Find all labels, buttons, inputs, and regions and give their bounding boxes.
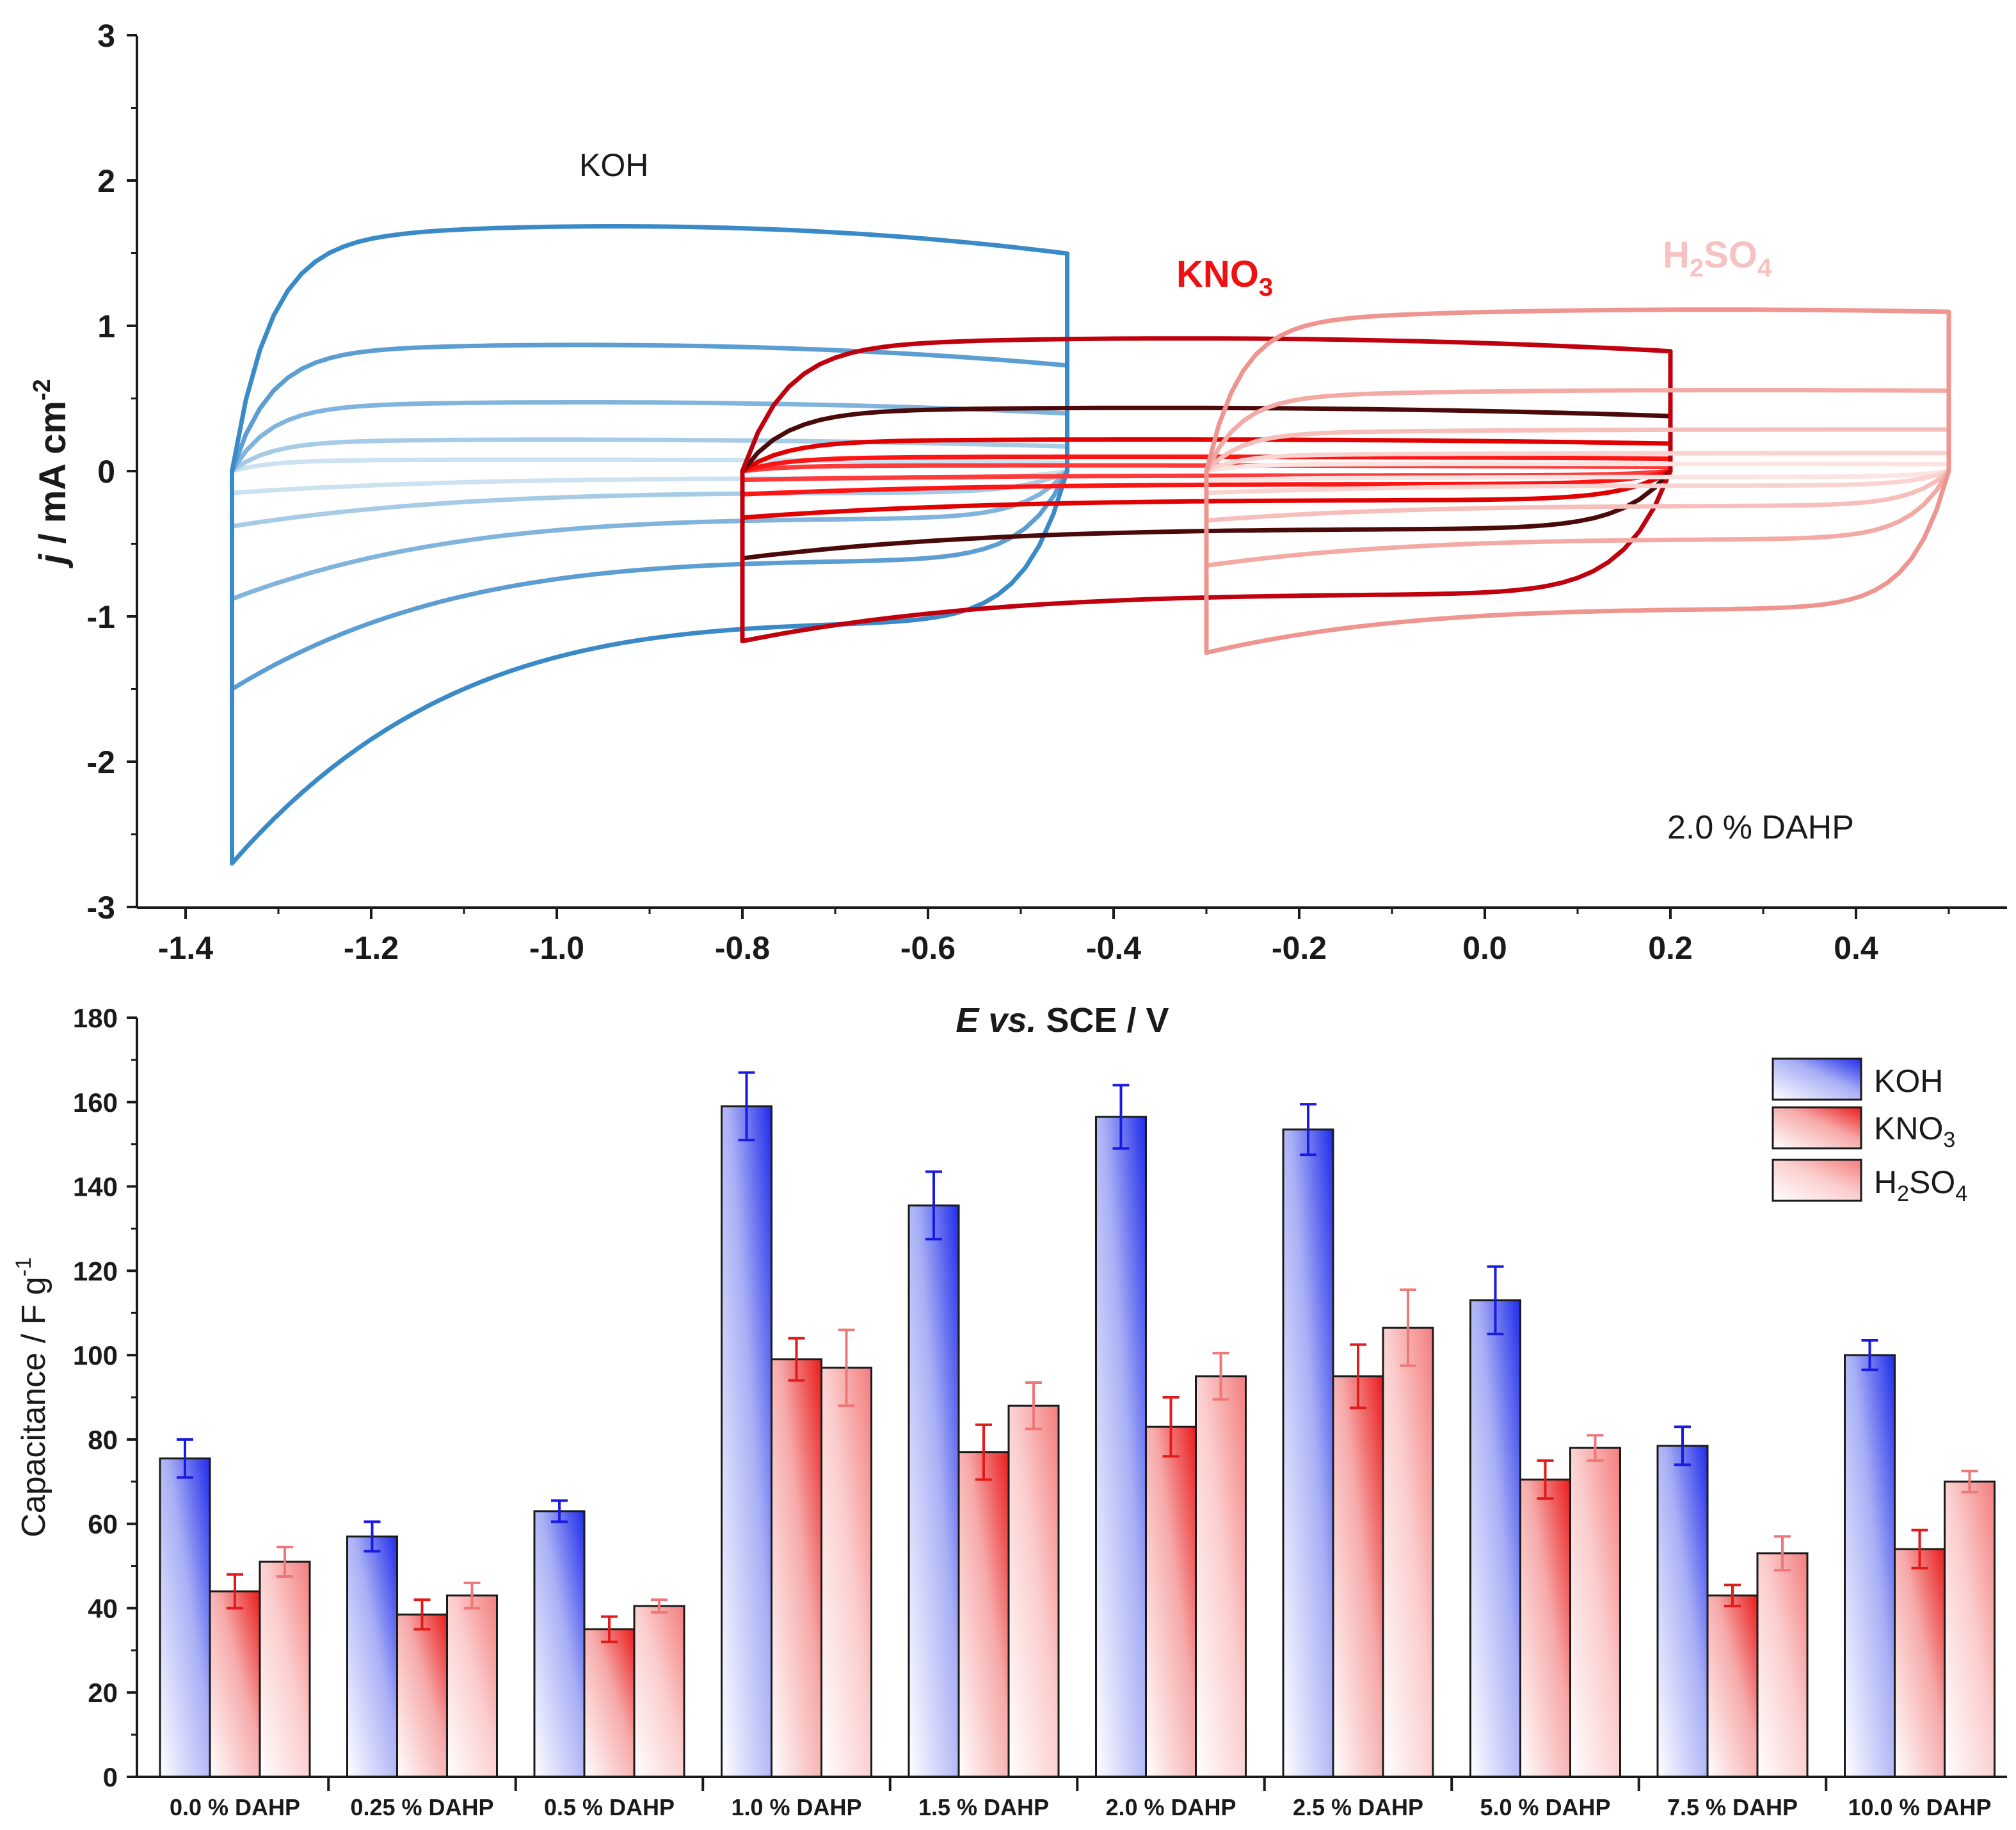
bar-kno3	[583, 1628, 636, 1778]
bar-y-axis-title: Capacitance / F g-1	[12, 1257, 52, 1537]
bar-y-tick-label: 140	[73, 1172, 118, 1202]
bar-y-tick-label: 180	[73, 1003, 118, 1033]
bar-category-label: 10.0 % DAHP	[1848, 1794, 1991, 1820]
bar-kno3	[1894, 1548, 1946, 1778]
bar-h2so4	[1195, 1375, 1247, 1778]
cv-x-tick-label: -1.2	[344, 930, 399, 966]
bar-koh	[159, 1457, 211, 1778]
bar-koh	[346, 1535, 398, 1778]
cv-x-tick-label: -0.8	[715, 930, 770, 966]
bar-koh	[1282, 1128, 1334, 1778]
cv-x-tick-label: -0.6	[900, 930, 956, 966]
cv-x-tick-label: 0.0	[1462, 930, 1507, 966]
cv-x-tick-label: -1.4	[158, 930, 213, 966]
bar-h2so4	[820, 1367, 872, 1778]
cv-x-tick-label: 0.2	[1648, 930, 1693, 966]
bar-category-label: 5.0 % DAHP	[1480, 1794, 1610, 1820]
cv-x-axis-title: E vs. SCE / V	[956, 1001, 1169, 1039]
cv-y-tick-label: -1	[87, 599, 115, 635]
legend-label-koh: KOH	[1874, 1063, 1943, 1099]
cv-curve-h2so4	[1204, 307, 1951, 655]
cv-y-tick-label: -2	[87, 744, 115, 780]
bar-h2so4	[259, 1561, 311, 1778]
bar-category-label: 0.0 % DAHP	[170, 1794, 300, 1820]
bar-koh	[908, 1204, 960, 1778]
bar-kno3	[1706, 1594, 1759, 1778]
bar-koh	[1656, 1445, 1709, 1778]
bar-y-tick-label: 60	[88, 1509, 118, 1539]
bar-x-ticks: 0.0 % DAHP 0.25 % DAHP 0.5 % DAHP 1.0 % DAH…	[170, 1777, 1992, 1820]
bar-category-label: 2.5 % DAHP	[1293, 1794, 1423, 1820]
cv-x-tick-label: -1.0	[529, 930, 584, 966]
bar-kno3	[957, 1451, 1010, 1778]
bar-kno3	[1145, 1425, 1197, 1778]
cv-x-tick-label: 0.4	[1834, 930, 1878, 966]
bar-category-label: 0.25 % DAHP	[350, 1794, 493, 1820]
bar-y-tick-label: 120	[73, 1256, 118, 1286]
bar-kno3	[771, 1358, 822, 1778]
legend-swatch-h2so4	[1772, 1159, 1862, 1202]
bar-kno3	[1332, 1375, 1384, 1778]
bar-y-tick-label: 80	[88, 1425, 118, 1455]
bar-h2so4	[633, 1605, 685, 1778]
bar-category-label: 7.5 % DAHP	[1667, 1794, 1798, 1820]
bar-y-tick-label: 20	[88, 1678, 118, 1708]
bar-koh	[1469, 1299, 1521, 1778]
cv-y-tick-label: 0	[97, 454, 115, 490]
bar-h2so4	[1382, 1326, 1434, 1778]
legend-swatch-kno3	[1772, 1106, 1862, 1150]
bar-kno3	[1519, 1478, 1571, 1778]
cv-chart: 3 2 1 0 -1 -2 -3 -1.4 -1.2 -1.0 -0.8 -0.6 -0.4 -0.2 0…	[29, 18, 2007, 1039]
cv-x-tick-label: -0.4	[1086, 930, 1141, 966]
bar-y-tick-label: 40	[88, 1593, 118, 1623]
cv-y-ticks: 3 2 1 0 -1 -2 -3	[87, 18, 137, 926]
cv-annotation: 2.0 % DAHP	[1667, 809, 1854, 846]
bar-koh	[1095, 1116, 1147, 1778]
bar-koh	[1844, 1354, 1896, 1778]
bars	[159, 1071, 1996, 1778]
cv-curve-koh	[230, 224, 1069, 866]
bar-koh	[721, 1105, 772, 1778]
cv-curve-kno3	[740, 336, 1673, 644]
bar-h2so4	[446, 1594, 498, 1778]
bar-y-ticks: 0 20 40 60 80 100 120 140 160 180	[73, 1003, 137, 1792]
bar-kno3	[396, 1613, 448, 1778]
legend: KOH KNO3 H2SO4	[1772, 1057, 1967, 1206]
bar-y-tick-label: 100	[73, 1340, 118, 1370]
bar-h2so4	[1944, 1481, 1996, 1778]
cv-curve-koh	[230, 437, 1069, 529]
cv-y-tick-label: -3	[87, 890, 115, 926]
cv-label-kno3: KNO3	[1176, 253, 1273, 301]
cv-y-axis-title: j / mA cm-2	[29, 379, 74, 569]
bar-category-label: 0.5 % DAHP	[544, 1794, 675, 1820]
bar-category-label: 1.0 % DAHP	[731, 1794, 861, 1820]
bar-kno3	[209, 1590, 261, 1778]
cv-x-tick-label: -0.2	[1272, 930, 1327, 966]
bar-h2so4	[1756, 1552, 1809, 1778]
capacitance-chart: 0 20 40 60 80 100 120 140 160 180 0.0 % DAHP 0.25 …	[12, 1003, 2007, 1820]
cv-curves	[230, 224, 1951, 866]
bar-y-tick-label: 0	[103, 1762, 118, 1792]
legend-label-kno3: KNO3	[1874, 1111, 1955, 1152]
legend-swatch-koh	[1772, 1057, 1862, 1101]
bar-category-label: 1.5 % DAHP	[918, 1794, 1049, 1820]
cv-x-ticks: -1.4 -1.2 -1.0 -0.8 -0.6 -0.4 -0.2 0.0 0.2 0.4	[158, 908, 1950, 966]
cv-label-koh: KOH	[579, 147, 648, 183]
cv-y-tick-label: 1	[97, 309, 115, 344]
cv-label-h2so4: H2SO4	[1663, 234, 1772, 282]
cv-y-tick-label: 2	[97, 163, 115, 199]
bar-koh	[533, 1510, 586, 1778]
bar-y-tick-label: 160	[73, 1088, 118, 1118]
bar-h2so4	[1007, 1404, 1060, 1778]
legend-label-h2so4: H2SO4	[1874, 1164, 1967, 1206]
cv-y-tick-label: 3	[97, 18, 115, 54]
bar-h2so4	[1569, 1447, 1621, 1778]
bar-category-label: 2.0 % DAHP	[1105, 1794, 1236, 1820]
